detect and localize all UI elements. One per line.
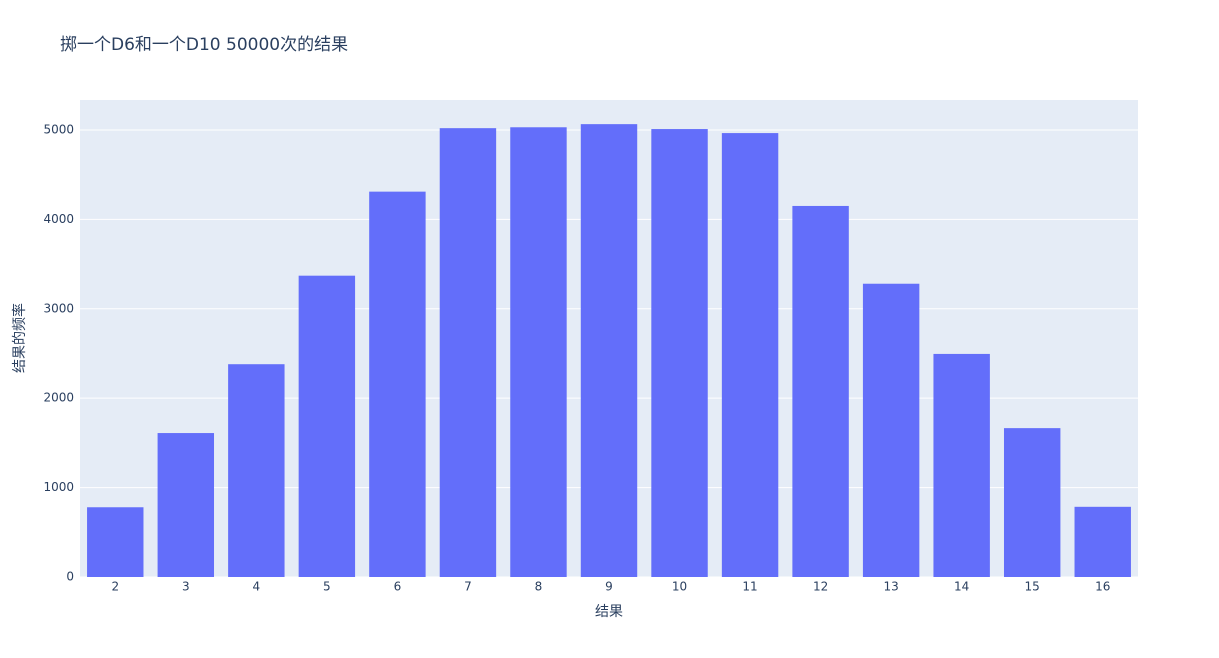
y-tick-label: 5000 (43, 122, 74, 136)
x-tick-label: 7 (464, 580, 472, 594)
x-tick-label: 11 (742, 580, 757, 594)
bar (1003, 428, 1061, 577)
bar (369, 191, 426, 577)
bar (1074, 506, 1131, 577)
x-tick-label: 2 (111, 580, 119, 594)
bar (157, 433, 215, 577)
bar (580, 124, 638, 578)
x-axis-title: 结果 (595, 604, 623, 620)
bar (862, 283, 920, 577)
x-tick-label: 12 (813, 580, 828, 594)
y-axis-title: 结果的频率 (11, 303, 28, 373)
bar (792, 205, 849, 578)
bar (228, 364, 285, 577)
bar (439, 128, 497, 578)
x-tick-label: 5 (323, 580, 331, 594)
y-tick-label: 0 (66, 570, 74, 584)
chart-title: 掷一个D6和一个D10 50000次的结果 (60, 35, 348, 55)
y-tick-label: 2000 (43, 391, 74, 405)
bar (651, 129, 708, 577)
bar (87, 507, 144, 577)
y-tick-label: 1000 (43, 480, 74, 494)
x-tick-label: 16 (1095, 580, 1110, 594)
x-tick-label: 10 (672, 580, 687, 594)
bar (298, 275, 356, 577)
x-tick-label: 8 (535, 580, 543, 594)
y-tick-label: 4000 (43, 212, 74, 226)
y-tick-label: 3000 (43, 301, 74, 315)
x-tick-label: 13 (883, 580, 898, 594)
x-tick-label: 15 (1025, 580, 1040, 594)
bar (510, 127, 567, 578)
x-tick-label: 4 (253, 580, 261, 594)
bar (933, 353, 990, 577)
bar (721, 133, 779, 577)
x-tick-label: 6 (394, 580, 402, 594)
x-tick-label: 9 (605, 580, 613, 594)
x-tick-label: 14 (954, 580, 969, 594)
x-tick-label: 3 (182, 580, 190, 594)
